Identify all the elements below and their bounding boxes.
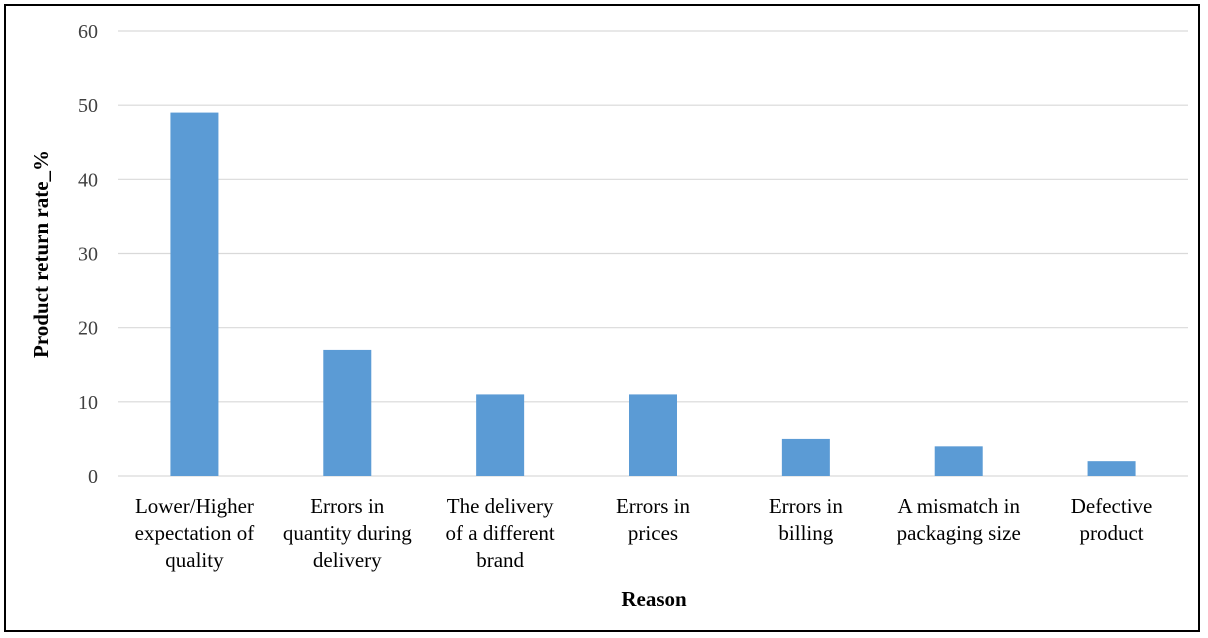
bar <box>781 438 830 476</box>
x-category-label: A mismatch in packaging size <box>897 494 1021 545</box>
bar <box>323 349 372 476</box>
y-axis-title: Product return rate_% <box>29 150 53 358</box>
x-axis-title: Reason <box>621 587 687 611</box>
y-tick-label: 40 <box>78 169 98 191</box>
x-category-label: Errors in prices <box>616 494 691 545</box>
bar <box>170 112 219 476</box>
bar <box>476 394 525 476</box>
y-tick-label: 10 <box>78 392 98 414</box>
y-tick-label: 50 <box>78 95 98 117</box>
x-category-label: Defective product <box>1071 494 1153 545</box>
bars <box>170 112 1136 476</box>
x-category-label: Errors in quantity during delivery <box>283 494 412 572</box>
bar <box>629 394 677 476</box>
y-tick-label: 30 <box>78 244 98 266</box>
x-category-label: Errors in billing <box>769 494 844 545</box>
x-category-label: Lower/Higher expectation of quality <box>135 494 255 572</box>
bar <box>934 446 983 476</box>
bar <box>1087 461 1136 476</box>
x-category-label: The delivery of a different brand <box>446 494 555 572</box>
y-tick-label: 0 <box>88 466 98 488</box>
y-tick-label: 20 <box>78 318 98 340</box>
x-category-labels: Lower/Higher expectation of quality Errors … <box>135 494 1153 572</box>
y-tick-label: 60 <box>78 21 98 43</box>
gridlines <box>118 30 1188 477</box>
y-tick-labels: 0 10 20 30 40 50 60 <box>78 21 98 488</box>
